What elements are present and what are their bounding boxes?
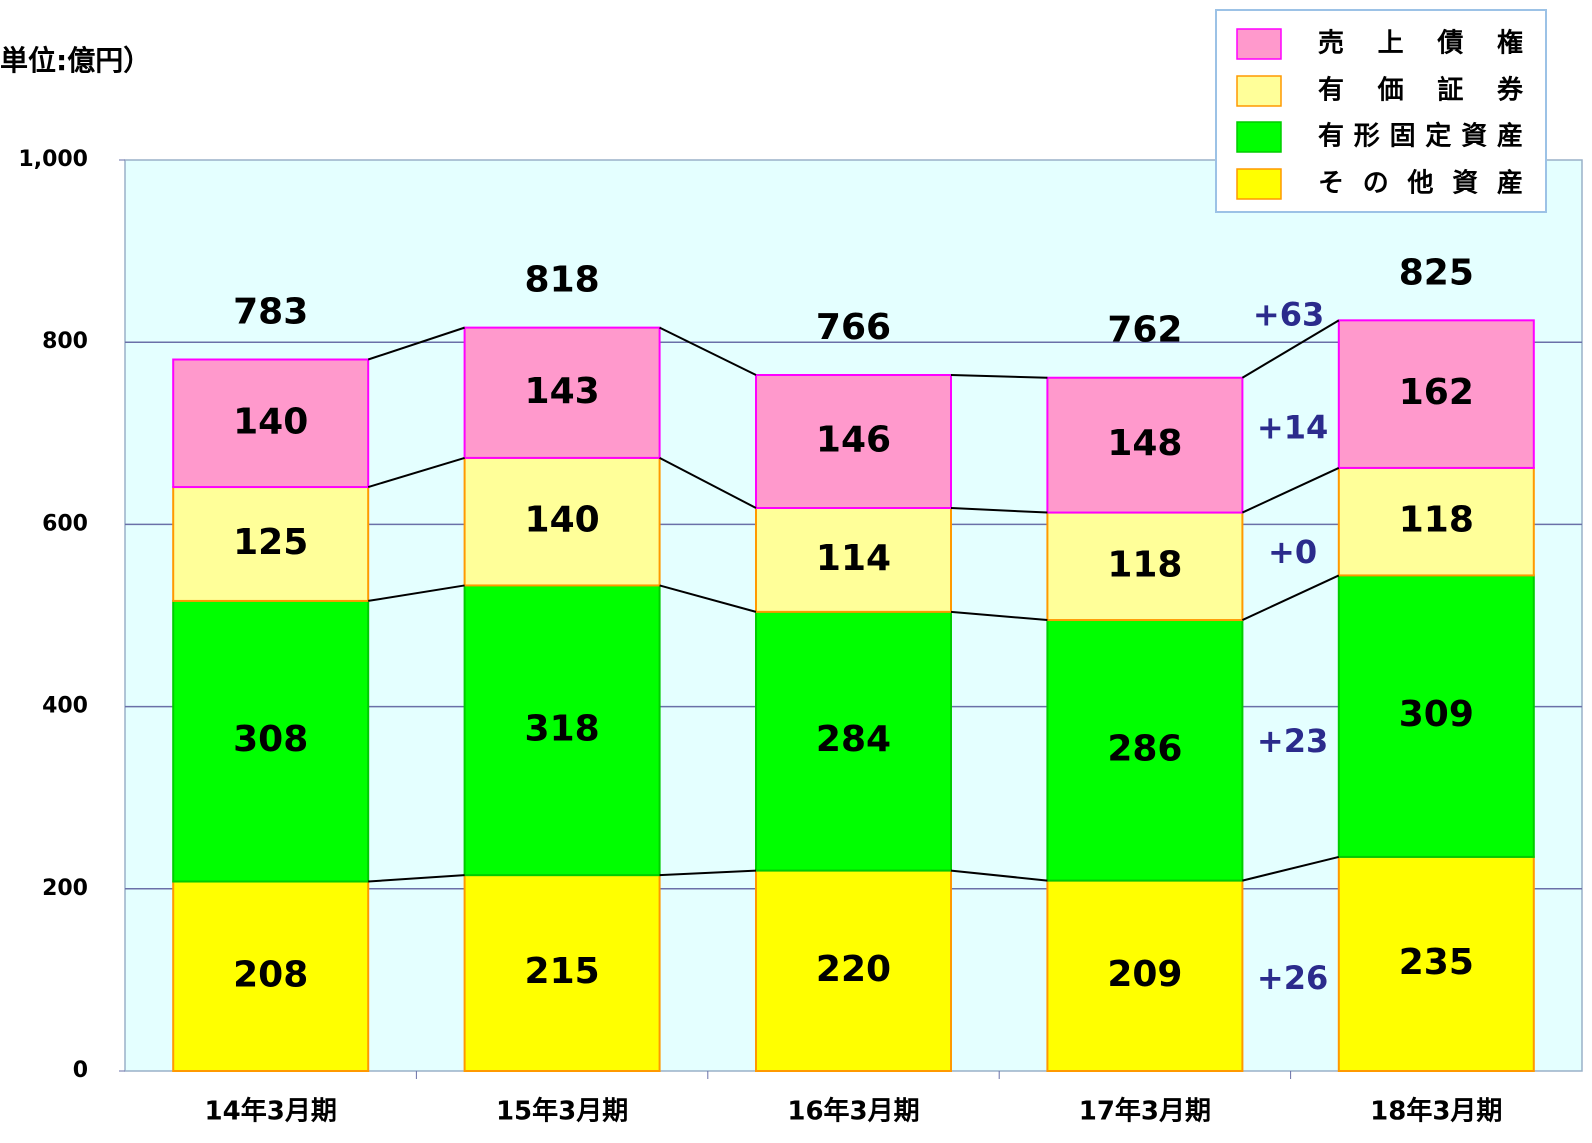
bar-segment	[1337, 574, 1535, 858]
data-label: 140	[233, 401, 308, 442]
connector	[950, 610, 1048, 622]
change-label: +26	[1257, 959, 1328, 997]
data-label: 118	[1399, 500, 1474, 541]
connector	[1241, 467, 1340, 514]
bar-segment	[172, 486, 370, 602]
data-label: 148	[1107, 423, 1182, 464]
bar-segment	[1337, 319, 1535, 469]
connector	[367, 326, 465, 361]
y-tick-label: 600	[42, 511, 88, 536]
data-label: 140	[525, 500, 600, 541]
x-tick-label: 14年3月期	[205, 1096, 337, 1127]
data-label: 286	[1107, 728, 1182, 769]
legend-swatch	[1236, 28, 1282, 60]
bar-segment	[1046, 879, 1244, 1073]
data-label: 146	[816, 419, 891, 460]
data-label: 318	[525, 708, 600, 749]
y-tick-label: 0	[73, 1058, 88, 1083]
data-label: 284	[816, 719, 891, 760]
legend-swatch	[1236, 121, 1282, 153]
legend-swatch	[1236, 75, 1282, 107]
bar-segment	[463, 326, 661, 459]
total-label: 783	[233, 292, 308, 333]
data-label: 162	[1399, 372, 1474, 413]
bar-segment	[1046, 511, 1244, 622]
connector	[1242, 855, 1340, 882]
bar-segment	[172, 358, 370, 489]
connector	[1241, 319, 1340, 379]
data-label: 309	[1399, 694, 1474, 735]
total-label: 766	[816, 307, 891, 348]
bar-segment	[172, 599, 370, 883]
bar-segment	[172, 880, 370, 1073]
x-tick-label: 15年3月期	[496, 1096, 628, 1127]
data-label: 308	[233, 719, 308, 760]
x-tick-label: 18年3月期	[1370, 1096, 1502, 1127]
connector	[659, 584, 757, 613]
change-label: +63	[1253, 295, 1324, 333]
data-label: 143	[525, 371, 600, 412]
data-label: 220	[816, 949, 891, 990]
x-tick-label: 17年3月期	[1079, 1096, 1211, 1127]
change-label: +14	[1257, 409, 1328, 447]
bar-segment	[463, 874, 661, 1073]
unit-label: 単位:億円）	[0, 44, 151, 77]
connector	[659, 326, 757, 376]
x-tick-label: 16年3月期	[787, 1096, 919, 1127]
bar-segment	[755, 610, 952, 872]
total-label: 825	[1399, 252, 1474, 293]
connector	[368, 874, 465, 883]
bar-segment	[755, 507, 952, 613]
connector	[659, 869, 757, 877]
connector	[1241, 574, 1340, 621]
y-tick-label: 800	[42, 329, 88, 354]
data-label: 215	[525, 951, 600, 992]
connector	[950, 373, 1048, 379]
connector	[950, 507, 1048, 514]
bar-segment	[755, 373, 952, 510]
data-label: 235	[1399, 942, 1474, 983]
connector	[368, 584, 465, 602]
data-label: 208	[233, 954, 308, 995]
bar-segment	[1046, 619, 1244, 882]
bar-segment	[1337, 855, 1535, 1072]
bar-segment	[1337, 466, 1535, 577]
change-label: +0	[1268, 533, 1317, 571]
data-label: 125	[233, 522, 308, 563]
y-tick-label: 400	[42, 694, 88, 719]
legend-swatch	[1236, 168, 1282, 200]
connector	[950, 869, 1048, 882]
y-tick-label: 200	[42, 876, 88, 901]
data-label: 209	[1107, 954, 1182, 995]
bar-segment	[1046, 376, 1244, 514]
change-label: +23	[1257, 722, 1328, 760]
total-label: 762	[1107, 310, 1182, 351]
total-label: 818	[525, 260, 600, 301]
data-label: 118	[1107, 544, 1182, 585]
y-tick-label: 1,000	[18, 147, 88, 172]
bar-segment	[463, 584, 661, 877]
bar-segment	[463, 456, 661, 587]
connector	[367, 456, 465, 489]
connector	[659, 457, 757, 509]
data-label: 114	[816, 538, 891, 579]
